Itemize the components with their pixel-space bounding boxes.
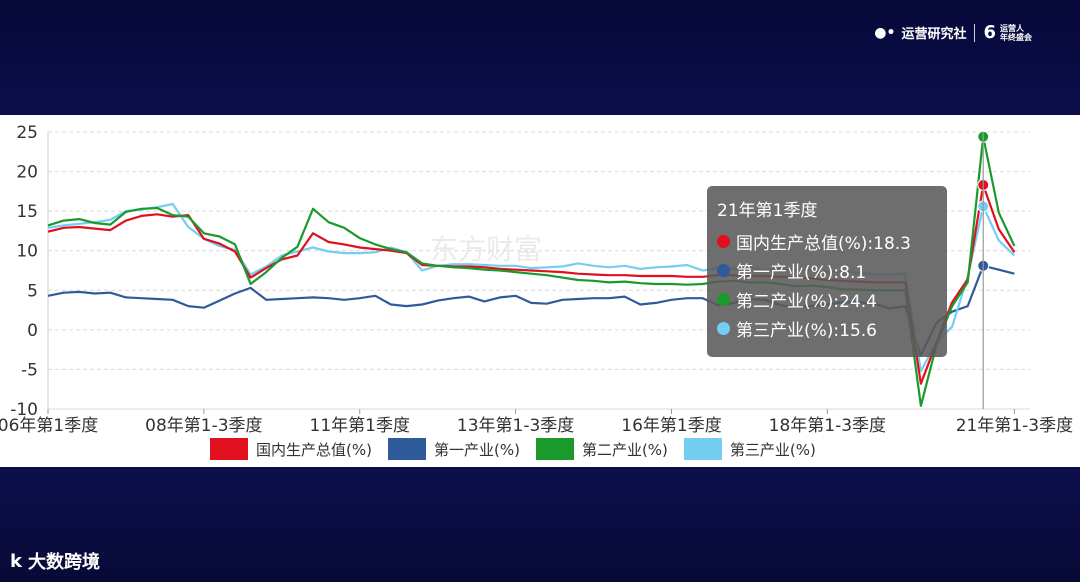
y-tick-label: 5 (27, 281, 38, 301)
legend-item-primary[interactable]: 第一产业(%) (387, 438, 520, 460)
x-tick-label: 13年第1-3季度 (457, 416, 574, 435)
y-tick-label: 25 (16, 123, 38, 143)
y-tick-label: 10 (16, 242, 38, 262)
legend-label: 第三产业(%) (729, 440, 816, 459)
legend-label: 第一产业(%) (433, 440, 520, 459)
y-tick-label: -10 (10, 400, 38, 420)
footer-logo-text: 大数跨境 (27, 552, 100, 573)
x-tick-label: 21年第1-3季度 (956, 416, 1073, 435)
brand-badge-text: 运营人 年终盛会 (1000, 24, 1032, 42)
y-tick-label: -5 (21, 360, 38, 380)
tooltip-row: 国内生产总值(%):18.3 (717, 227, 937, 256)
tooltip-row: 第一产业(%):8.1 (717, 256, 937, 285)
tooltip-row-secondary: 第二产业(%):24.4 (736, 292, 877, 312)
tooltip-title: 21年第1季度 (717, 201, 818, 221)
legend-item-secondary[interactable]: 第二产业(%) (535, 438, 668, 460)
legend-swatch (387, 438, 426, 460)
tooltip-dot-primary (717, 264, 730, 277)
footer-logo: k 大数跨境 (10, 548, 100, 574)
brand-logo: ●• 运营研究社 6 运营人 年终盛会 (874, 22, 1032, 43)
brand-dots-icon: ●• (874, 24, 896, 41)
footer-band (0, 467, 1080, 582)
x-tick-label: 08年第1-3季度 (145, 416, 262, 435)
legend-label: 第二产业(%) (581, 440, 668, 459)
y-tick-label: 15 (16, 202, 38, 222)
brand-badge-number: 6 (983, 22, 996, 43)
x-tick-label: 11年第1季度 (310, 416, 410, 435)
x-tick-label: 18年第1-3季度 (769, 416, 886, 435)
legend-swatch (683, 438, 722, 460)
chart-grid (48, 131, 1030, 410)
brand-badge-line1: 运营人 (1000, 23, 1024, 33)
brand-name: 运营研究社 (901, 27, 967, 42)
chart-legend: 国内生产总值(%) 第一产业(%) 第二产业(%) 第三产业(%) (210, 438, 816, 460)
legend-swatch (210, 438, 248, 460)
chart-tooltip: 21年第1季度 国内生产总值(%):18.3 第一产业(%):8.1 第二产业(… (707, 186, 947, 357)
legend-item-tertiary[interactable]: 第三产业(%) (683, 438, 816, 460)
tooltip-row-tertiary: 第三产业(%):15.6 (736, 321, 877, 341)
brand-separator (974, 23, 976, 42)
tooltip-dot-secondary (717, 293, 730, 306)
legend-swatch (535, 438, 574, 460)
footer-logo-icon: k (10, 550, 22, 572)
x-tick-label: 16年第1季度 (621, 416, 721, 435)
header-band: ●• 运营研究社 6 运营人 年终盛会 (0, 0, 1080, 115)
y-tick-label: 0 (27, 321, 38, 341)
tooltip-row-primary: 第一产业(%):8.1 (736, 263, 867, 283)
tooltip-dot-tertiary (717, 322, 730, 335)
brand-badge-line2: 年终盛会 (1000, 32, 1032, 42)
tooltip-dot-gdp (717, 235, 730, 248)
tooltip-row: 第二产业(%):24.4 (717, 285, 937, 314)
watermark: 东方财富 (430, 233, 543, 266)
tooltip-row: 第三产业(%):15.6 (717, 314, 937, 343)
tooltip-row-gdp: 国内生产总值(%):18.3 (736, 234, 911, 254)
y-tick-label: 20 (16, 163, 38, 183)
y-axis: 25 20 15 10 5 0 -5 -10 (10, 123, 49, 420)
legend-item-gdp[interactable]: 国内生产总值(%) (210, 438, 372, 460)
x-tick-label: 06年第1季度 (0, 416, 98, 435)
legend-label: 国内生产总值(%) (256, 440, 372, 459)
x-axis: 06年第1季度 08年第1-3季度 11年第1季度 13年第1-3季度 16年第1季度 1… (0, 409, 1073, 435)
